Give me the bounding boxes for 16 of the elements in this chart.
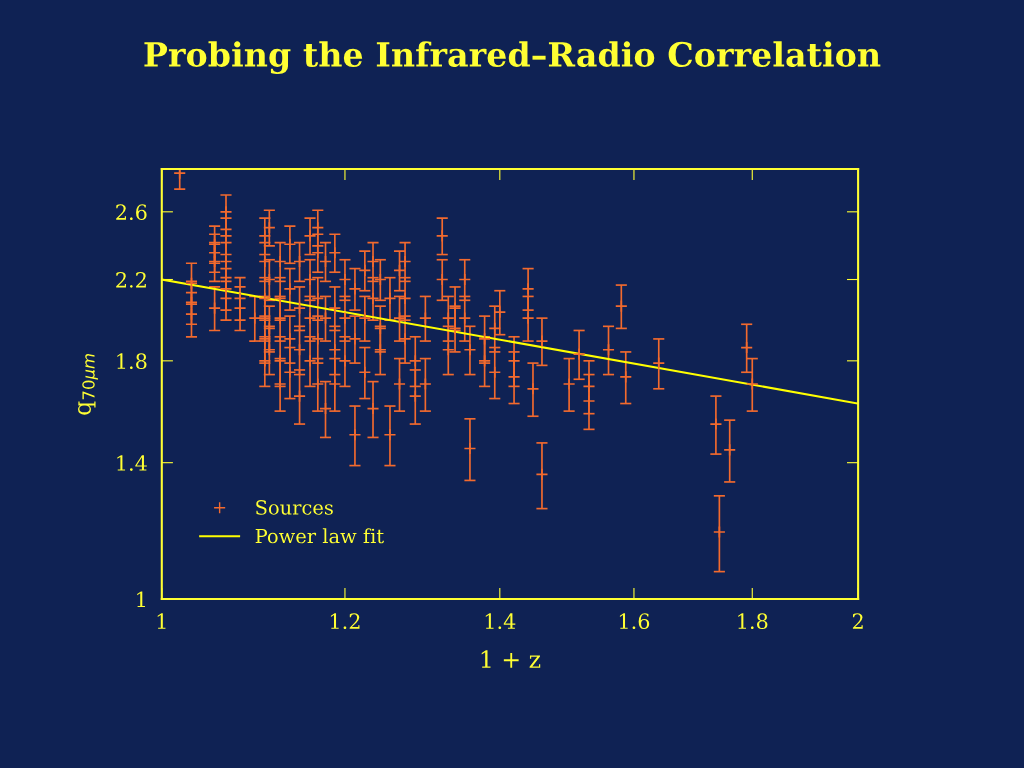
y-axis-title: q$_{70μm}$: [78, 354, 98, 415]
chart-title: Probing the Infrared–Radio Correlation: [144, 41, 881, 74]
legend-label: Power law fit: [255, 528, 384, 544]
x-tick-label: 1.6: [619, 613, 650, 630]
x-tick-label: 1.4: [485, 613, 516, 630]
x-tick-label: 1: [157, 613, 166, 629]
y-tick-label: 1: [137, 591, 145, 607]
x-tick-label: 1.2: [330, 613, 360, 630]
y-tick-label: 1.8: [117, 353, 147, 370]
y-tick-label: 2.2: [116, 271, 146, 288]
x-tick-label: 2: [852, 613, 863, 629]
y-tick-label: 1.4: [117, 455, 147, 471]
x-axis-title: 1 + z: [481, 650, 541, 668]
y-tick-label: 2.6: [116, 204, 147, 221]
legend-label: Sources: [256, 500, 333, 515]
x-tick-label: 1.8: [738, 613, 768, 630]
